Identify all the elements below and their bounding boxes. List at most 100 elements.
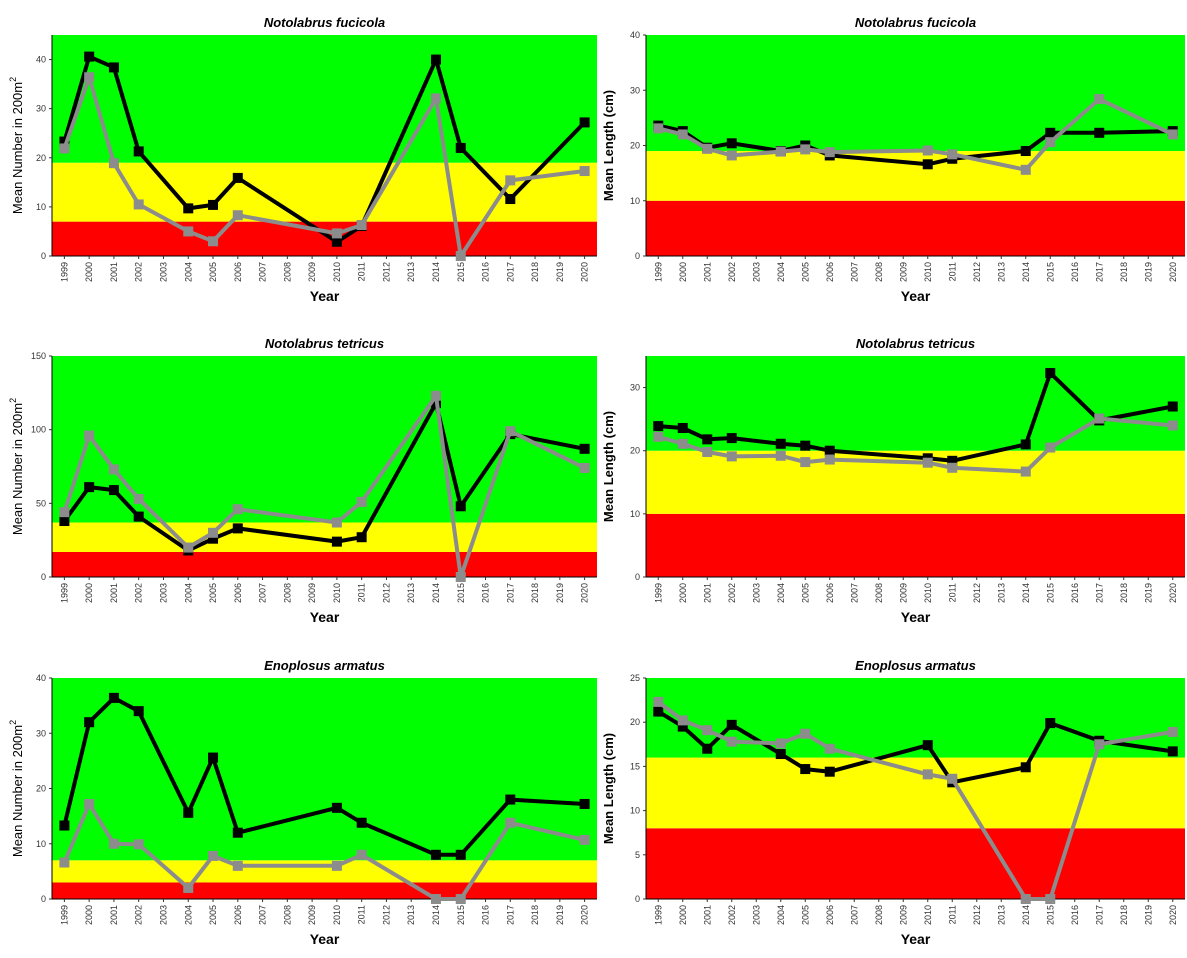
x-tick-label: 2014 [1021, 583, 1031, 603]
data-point [232, 504, 243, 515]
y-tick-label: 25 [630, 673, 640, 683]
x-tick-label: 2000 [84, 583, 94, 603]
data-point [505, 817, 516, 828]
data-point [726, 736, 737, 747]
band-3 [52, 678, 597, 861]
x-tick-label: 2007 [849, 583, 859, 603]
x-tick-label: 2016 [1070, 583, 1080, 603]
data-point [331, 536, 342, 547]
x-tick-label: 2007 [258, 583, 268, 603]
y-axis-label-text: Mean Length (cm) [601, 411, 616, 522]
x-tick-label: 2016 [1070, 262, 1080, 282]
data-point [331, 860, 342, 871]
y-ticks: 0 10 20 30 40 [36, 55, 52, 261]
data-point [726, 138, 737, 149]
chart-title: Enoplosus armatus [855, 658, 976, 673]
x-tick-label: 2014 [431, 262, 441, 282]
y-tick-label: 0 [635, 894, 640, 904]
data-point [702, 143, 713, 154]
x-tick-label: 2011 [947, 905, 957, 924]
x-tick-label: 2015 [456, 583, 466, 603]
x-tick-label: 2002 [134, 262, 144, 282]
data-point [133, 493, 144, 504]
x-axis-label: Year [901, 609, 931, 625]
data-point [133, 839, 144, 850]
data-point [1020, 466, 1031, 477]
data-point [84, 482, 95, 493]
data-point [455, 572, 466, 582]
band-2 [52, 522, 597, 552]
x-tick-label: 2007 [258, 262, 268, 282]
data-point [1094, 739, 1105, 750]
x-tick-label: 2017 [1094, 905, 1104, 925]
x-tick-label: 2010 [923, 262, 933, 282]
data-point [1167, 129, 1178, 140]
data-point [430, 849, 441, 860]
y-tick-label: 40 [36, 673, 46, 683]
data-point [1167, 726, 1178, 737]
x-tick-label: 2014 [431, 905, 441, 925]
x-tick-label: 2016 [1070, 905, 1080, 925]
data-point [108, 464, 119, 475]
x-tick-label: 2004 [183, 262, 193, 282]
data-point [232, 210, 243, 221]
y-axis-label-superscript: 2 [8, 77, 18, 82]
data-point [208, 527, 219, 538]
x-tick-label: 2003 [751, 583, 761, 603]
data-point [702, 434, 713, 445]
data-point [775, 146, 786, 157]
data-point [1045, 368, 1056, 379]
x-tick-label: 2006 [233, 583, 243, 603]
x-tick-label: 2020 [1168, 905, 1178, 925]
x-tick-label: 2014 [1021, 905, 1031, 925]
x-tick-label: 2003 [751, 262, 761, 282]
band-2 [646, 757, 1185, 829]
x-tick-label: 2006 [825, 905, 835, 925]
x-tick-label: 2016 [481, 905, 491, 925]
data-point [702, 446, 713, 457]
x-tick-label: 2010 [332, 583, 342, 603]
y-tick-label: 20 [630, 141, 640, 151]
x-tick-label: 2013 [406, 905, 416, 925]
data-point [208, 752, 219, 763]
x-tick-label: 2018 [530, 262, 540, 282]
data-point [579, 834, 590, 845]
data-point [800, 144, 811, 155]
x-ticks: 1999 2000 2001 2002 2003 2004 2005 2006 2007 2008… [59, 256, 590, 282]
x-tick-label: 2018 [1119, 583, 1129, 603]
x-tick-label: 2012 [381, 262, 391, 282]
x-ticks: 1999 2000 2001 2002 2003 2004 2005 2006 2007 2008… [59, 899, 590, 925]
y-tick-label: 30 [36, 104, 46, 114]
y-tick-label: 20 [36, 784, 46, 794]
x-ticks: 1999 2000 2001 2002 2003 2004 2005 2006 2007 2008… [59, 577, 590, 603]
data-point [232, 860, 243, 871]
data-point [1167, 746, 1178, 757]
x-tick-label: 2005 [800, 905, 810, 925]
x-tick-label: 2003 [751, 905, 761, 925]
y-axis-label-text: Mean Length (cm) [601, 90, 616, 201]
chart-svg: 0 10 20 30 1999 2000 2001 2002 2003 2004 2005 2006 2… [601, 336, 1185, 625]
data-point [1020, 439, 1031, 450]
x-ticks: 1999 2000 2001 2002 2003 2004 2005 2006 2007 2008… [653, 899, 1178, 925]
x-tick-label: 2002 [727, 262, 737, 282]
series-2 [653, 696, 1178, 904]
x-tick-label: 2011 [357, 262, 367, 281]
x-tick-label: 2001 [109, 905, 119, 925]
x-tick-label: 1999 [653, 905, 663, 925]
x-tick-label: 2006 [825, 583, 835, 603]
x-tick-label: 2013 [406, 262, 416, 282]
y-axis-label: Mean Length (cm) [601, 90, 616, 201]
y-axis-label: Mean Length (cm) [601, 411, 616, 522]
data-point [208, 533, 219, 544]
chart-panel-5: 0 10 20 30 40 1999 2000 2001 2002 2003 2004 2005 200… [0, 643, 597, 958]
data-point [653, 123, 664, 134]
x-tick-label: 2004 [183, 583, 193, 603]
data-point [653, 696, 664, 707]
y-tick-label: 30 [630, 383, 640, 393]
data-point [579, 117, 590, 128]
x-tick-label: 2005 [800, 262, 810, 282]
data-point [1094, 127, 1105, 138]
data-point [726, 719, 737, 730]
data-point [775, 738, 786, 749]
data-point [1020, 762, 1031, 773]
